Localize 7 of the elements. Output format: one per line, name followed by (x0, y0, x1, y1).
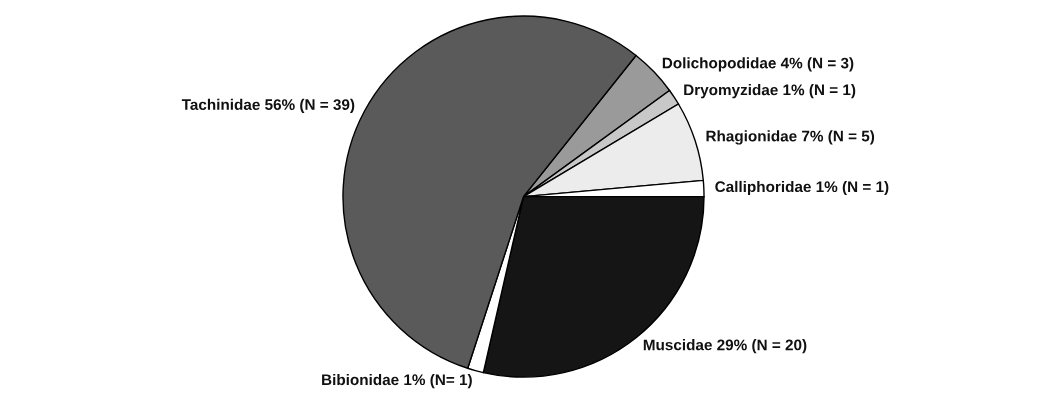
slice-label: Bibionidae 1% (N= 1) (322, 373, 472, 389)
slice-label: Dryomyzidae 1% (N = 1) (684, 84, 856, 99)
slice-label: Calliphoridae 1% (N = 1) (715, 180, 889, 196)
slice-label: Dolichopodidae 4% (N = 3) (662, 57, 854, 72)
slice-label: Tachinidae 56% (N = 39) (181, 98, 355, 114)
slice-label: Muscidae 29% (N = 20) (643, 339, 807, 354)
slice-label: Rhagionidae 7% (N = 5) (706, 130, 875, 145)
